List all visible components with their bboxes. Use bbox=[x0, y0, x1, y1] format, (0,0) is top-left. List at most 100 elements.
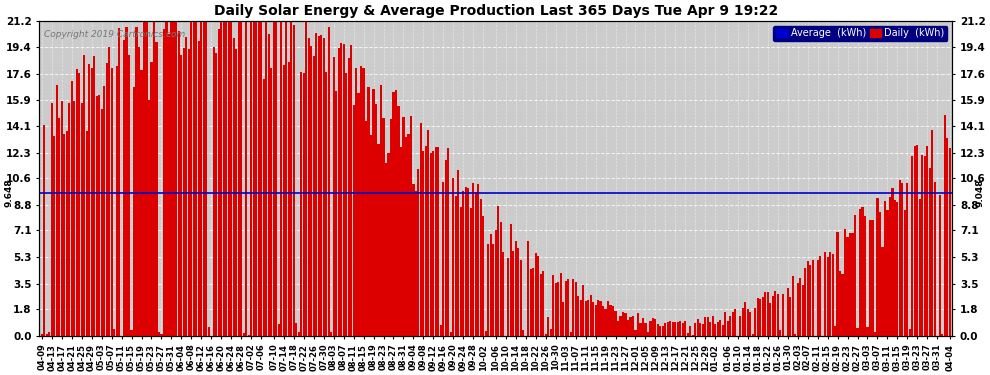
Bar bbox=[430, 153, 432, 336]
Bar bbox=[866, 327, 868, 336]
Bar bbox=[744, 302, 746, 336]
Bar bbox=[682, 323, 684, 336]
Bar bbox=[275, 21, 277, 336]
Bar bbox=[272, 21, 275, 336]
Bar bbox=[797, 283, 799, 336]
Text: Copyright 2019 Cartronics.com: Copyright 2019 Cartronics.com bbox=[44, 30, 185, 39]
Bar bbox=[155, 42, 157, 336]
Bar bbox=[929, 168, 931, 336]
Bar bbox=[694, 324, 696, 336]
Bar bbox=[572, 279, 574, 336]
Bar bbox=[318, 36, 320, 336]
Bar bbox=[746, 309, 748, 336]
Bar bbox=[226, 21, 228, 336]
Bar bbox=[497, 206, 499, 336]
Bar bbox=[143, 21, 146, 336]
Bar bbox=[802, 285, 804, 336]
Bar bbox=[732, 312, 734, 336]
Bar bbox=[846, 237, 848, 336]
Bar bbox=[418, 169, 420, 336]
Bar bbox=[462, 191, 464, 336]
Bar bbox=[507, 258, 509, 336]
Bar bbox=[672, 322, 674, 336]
Bar bbox=[85, 131, 88, 336]
Bar bbox=[495, 230, 497, 336]
Bar bbox=[679, 321, 681, 336]
Bar bbox=[106, 63, 108, 336]
Bar bbox=[662, 326, 664, 336]
Bar bbox=[934, 182, 936, 336]
Bar bbox=[375, 104, 377, 336]
Bar bbox=[776, 294, 779, 336]
Bar bbox=[632, 316, 634, 336]
Bar bbox=[80, 103, 83, 336]
Bar bbox=[642, 318, 644, 336]
Bar bbox=[420, 123, 422, 336]
Bar bbox=[567, 279, 569, 336]
Bar bbox=[932, 130, 934, 336]
Bar bbox=[75, 69, 77, 336]
Bar bbox=[520, 260, 522, 336]
Bar bbox=[440, 325, 442, 336]
Bar bbox=[260, 21, 262, 336]
Bar bbox=[103, 86, 105, 336]
Bar bbox=[188, 50, 190, 336]
Bar bbox=[819, 256, 821, 336]
Bar bbox=[919, 200, 921, 336]
Bar bbox=[812, 261, 814, 336]
Bar bbox=[405, 136, 407, 336]
Bar bbox=[148, 100, 150, 336]
Bar bbox=[779, 330, 781, 336]
Bar bbox=[787, 288, 789, 336]
Bar bbox=[457, 170, 459, 336]
Bar bbox=[323, 38, 325, 336]
Bar bbox=[839, 270, 842, 336]
Bar bbox=[325, 72, 327, 336]
Bar bbox=[727, 321, 729, 336]
Bar bbox=[73, 101, 75, 336]
Bar bbox=[370, 135, 372, 336]
Bar bbox=[49, 332, 50, 336]
Bar bbox=[879, 212, 881, 336]
Bar bbox=[595, 305, 597, 336]
Bar bbox=[333, 57, 335, 336]
Bar bbox=[88, 64, 90, 336]
Bar bbox=[712, 316, 714, 336]
Bar bbox=[799, 279, 801, 336]
Bar bbox=[108, 47, 110, 336]
Bar bbox=[876, 198, 878, 336]
Bar bbox=[435, 147, 437, 336]
Bar bbox=[664, 323, 666, 336]
Bar bbox=[295, 323, 297, 336]
Bar bbox=[467, 188, 469, 336]
Bar bbox=[44, 125, 46, 336]
Bar bbox=[844, 229, 846, 336]
Bar bbox=[914, 146, 916, 336]
Bar bbox=[834, 326, 837, 336]
Bar bbox=[769, 303, 771, 336]
Bar bbox=[829, 252, 832, 336]
Bar bbox=[178, 32, 180, 336]
Bar bbox=[625, 313, 627, 336]
Bar bbox=[246, 21, 248, 336]
Bar bbox=[617, 321, 619, 336]
Bar bbox=[522, 330, 525, 336]
Bar bbox=[262, 80, 264, 336]
Bar bbox=[667, 322, 669, 336]
Bar bbox=[582, 285, 584, 336]
Bar bbox=[657, 324, 659, 336]
Bar bbox=[740, 316, 742, 336]
Bar bbox=[512, 251, 514, 336]
Bar bbox=[714, 324, 717, 336]
Bar bbox=[425, 147, 427, 336]
Bar bbox=[697, 319, 699, 336]
Bar bbox=[871, 220, 873, 336]
Bar bbox=[874, 333, 876, 336]
Bar bbox=[761, 297, 763, 336]
Bar bbox=[315, 33, 317, 336]
Bar bbox=[449, 332, 451, 336]
Bar bbox=[842, 274, 843, 336]
Bar bbox=[597, 300, 599, 336]
Bar bbox=[270, 68, 272, 336]
Bar bbox=[699, 323, 701, 336]
